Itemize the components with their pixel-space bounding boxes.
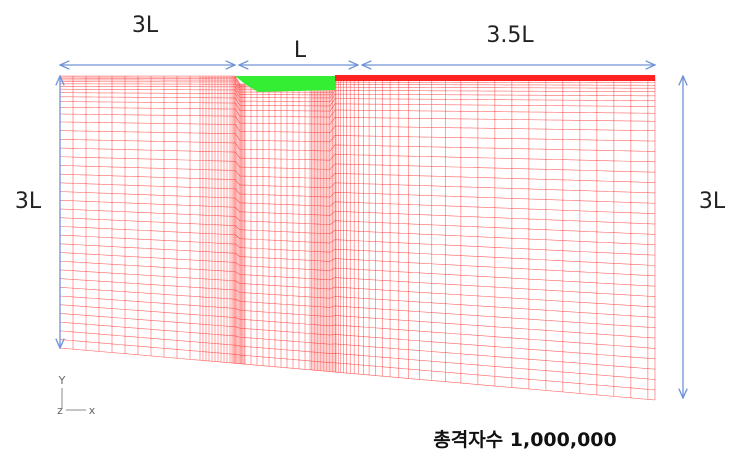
mesh-line bbox=[60, 122, 655, 133]
mesh-line bbox=[60, 252, 655, 286]
mesh-line bbox=[60, 148, 655, 162]
mesh-line bbox=[60, 174, 655, 193]
mesh-line bbox=[60, 89, 655, 98]
mesh-line bbox=[60, 296, 655, 338]
axis-label: x bbox=[89, 404, 96, 417]
caption: 총격자수 1,000,000 bbox=[433, 429, 617, 451]
mesh bbox=[60, 76, 655, 400]
mesh-line bbox=[60, 183, 655, 203]
mesh-line bbox=[60, 348, 655, 400]
mesh-line bbox=[60, 102, 655, 111]
top-band bbox=[335, 75, 655, 81]
mesh-line bbox=[60, 235, 655, 265]
dim-label: 3.5L bbox=[486, 23, 534, 48]
mesh-line bbox=[60, 157, 655, 172]
mesh-line bbox=[60, 313, 655, 358]
mesh-line bbox=[60, 139, 655, 151]
dim-label: 3L bbox=[15, 189, 42, 214]
mesh-line bbox=[60, 97, 655, 106]
mesh-line bbox=[60, 114, 655, 124]
mesh-line bbox=[60, 270, 655, 307]
mesh-line bbox=[60, 322, 655, 369]
mesh-line bbox=[60, 107, 655, 117]
dim-label: L bbox=[294, 38, 307, 63]
mesh-line bbox=[60, 287, 655, 327]
mesh-line bbox=[60, 244, 655, 276]
mesh-line bbox=[60, 82, 655, 90]
axis-label: z bbox=[57, 404, 63, 417]
mesh-line bbox=[60, 131, 655, 142]
axis-label: Y bbox=[58, 374, 66, 387]
mesh-line bbox=[60, 200, 655, 224]
dim-label: 3L bbox=[132, 13, 159, 38]
mesh-diagram: 3L L 3.5L 3L 3L Y z x 총격자수 1,000,000 bbox=[0, 0, 733, 464]
mesh-line bbox=[60, 340, 655, 390]
mesh-line bbox=[60, 192, 655, 214]
mesh-line bbox=[60, 165, 655, 182]
mesh-line bbox=[60, 331, 655, 380]
dim-label: 3L bbox=[699, 189, 726, 214]
mesh-line bbox=[60, 261, 655, 296]
